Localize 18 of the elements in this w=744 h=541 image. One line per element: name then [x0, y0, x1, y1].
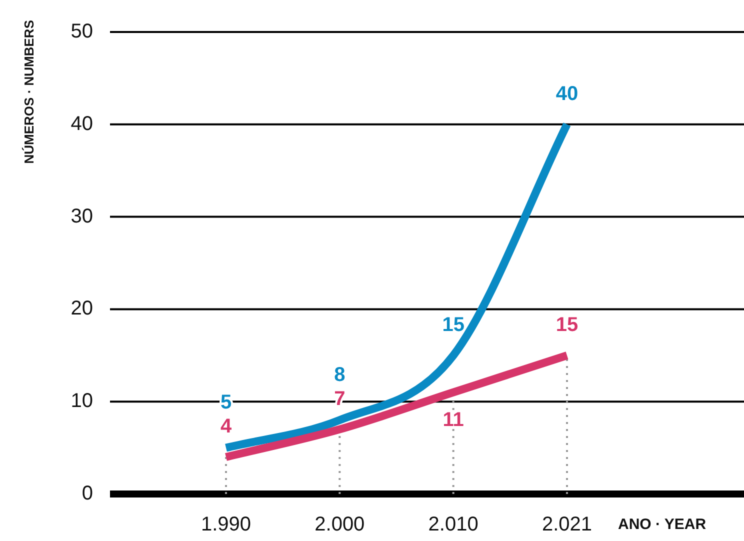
y-tick-label: 20	[70, 298, 93, 320]
x-axis-title: ANO · YEAR	[618, 516, 706, 534]
data-label: 15	[556, 314, 578, 336]
x-tick-label: 2.010	[428, 514, 478, 536]
y-axis-title: NÚMEROS · NUMBERS	[22, 20, 37, 164]
data-label: 11	[442, 408, 464, 431]
y-tick-label: 10	[70, 390, 93, 412]
y-tick-label: 50	[70, 20, 93, 43]
data-label: 8	[334, 364, 346, 386]
x-tick-label: 2.021	[542, 514, 592, 536]
data-label: 40	[556, 82, 578, 105]
y-tick-label: 40	[70, 112, 93, 135]
data-label: 15	[442, 314, 464, 336]
x-tick-label: 1.990	[200, 514, 252, 536]
data-label: 4	[220, 416, 232, 438]
y-tick-label: 30	[70, 205, 93, 228]
y-tick-label: 0	[82, 482, 93, 505]
x-tick-label: 2.000	[314, 514, 365, 536]
